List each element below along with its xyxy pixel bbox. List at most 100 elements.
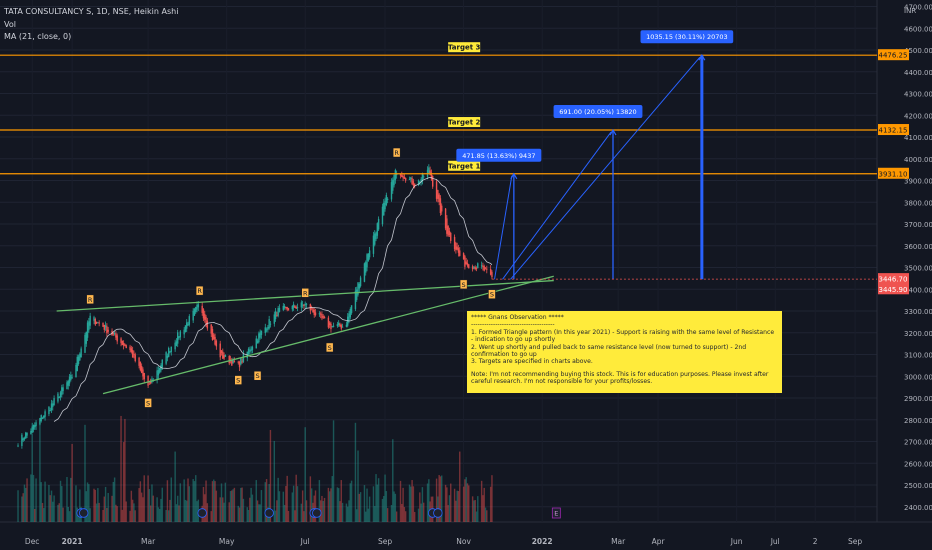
candle-body — [274, 311, 277, 320]
candle-body — [437, 190, 439, 199]
candle-body — [224, 355, 227, 357]
volume-bar — [133, 503, 135, 522]
earnings-badge-label: E — [554, 510, 558, 518]
volume-bar — [368, 496, 371, 522]
candle-body — [58, 397, 60, 399]
y-tick-label: 2900.00 — [904, 395, 932, 403]
target-label-box — [448, 160, 481, 171]
candle-body — [116, 335, 118, 342]
volume-bar — [98, 502, 100, 522]
volume-bar — [111, 495, 113, 522]
volume-bar — [57, 504, 59, 522]
note-line: -------------------------------------- — [471, 321, 555, 329]
volume-bar — [68, 511, 71, 522]
volume-bar — [113, 477, 116, 522]
price-axis-label-box — [878, 167, 909, 179]
y-tick-label: 3600.00 — [904, 243, 932, 251]
volume-bar — [301, 490, 304, 522]
volume-bar — [251, 494, 254, 522]
volume-bar — [237, 505, 239, 522]
y-tick-label: 3800.00 — [904, 199, 932, 207]
volume-bar — [411, 480, 413, 522]
volume-bar — [183, 479, 185, 522]
candle-body — [383, 202, 385, 216]
volume-bar — [401, 503, 403, 522]
target-label-box — [448, 117, 481, 128]
volume-bar — [345, 503, 348, 522]
pivot-marker — [301, 288, 309, 298]
candle-body — [420, 179, 422, 183]
volume-bar — [210, 511, 212, 522]
candle-body — [491, 271, 493, 278]
candle-body — [202, 309, 205, 319]
candle-body — [482, 265, 484, 267]
price-axis-label: 4476.25 — [879, 52, 908, 60]
note-line: 3. Targets are specified in charts above… — [471, 358, 593, 366]
candle-body — [413, 183, 416, 187]
volume-bar — [456, 490, 458, 522]
volume-bar — [61, 486, 63, 522]
candle-body — [421, 173, 424, 181]
candle-body — [120, 338, 122, 343]
candle-body — [310, 307, 313, 309]
projection-arrowhead — [510, 172, 518, 180]
candle-body — [321, 313, 323, 319]
candle-body — [301, 304, 304, 306]
candle-body — [255, 338, 257, 349]
volume-bar — [195, 475, 197, 522]
volume-bar — [340, 480, 342, 522]
volume-bar — [385, 491, 388, 522]
pivot-marker — [459, 279, 468, 290]
candle-body — [43, 415, 45, 419]
volume-bar — [410, 486, 412, 522]
volume-bar — [112, 481, 115, 522]
candle-body — [431, 176, 434, 187]
volume-bar — [75, 485, 77, 522]
y-tick-label: 3100.00 — [904, 352, 932, 360]
volume-bar — [365, 511, 367, 522]
volume-bar — [104, 486, 107, 522]
pivot-marker-label: R — [88, 296, 93, 304]
projection-label-box — [640, 30, 734, 44]
candle-body — [336, 324, 339, 327]
volume-bar — [41, 502, 44, 522]
candle-body — [318, 313, 321, 315]
pivot-marker — [488, 289, 496, 299]
volume-bar — [464, 479, 466, 522]
candle-body — [337, 322, 340, 326]
volume-bar — [386, 508, 389, 522]
volume-bar — [202, 486, 205, 522]
volume-bar — [491, 475, 493, 522]
volume-bar — [50, 490, 53, 522]
volume-bar — [88, 484, 90, 522]
observation-note: ***** Gnans Observation ***** ----------… — [467, 311, 782, 393]
candle-body — [193, 308, 196, 316]
candle-body — [359, 277, 362, 287]
candle-body — [408, 178, 411, 180]
candle-body — [89, 315, 91, 326]
volume-bar — [220, 483, 223, 522]
candle-body — [86, 322, 89, 338]
candle-body — [21, 434, 23, 446]
volume-bar — [348, 500, 350, 522]
candle-body — [35, 422, 37, 427]
volume-bar — [31, 433, 33, 522]
projection-label: 471.85 (13.63%) 9437 — [462, 152, 535, 160]
candle-body — [30, 430, 32, 435]
volume-bar — [435, 478, 438, 522]
candle-body — [441, 205, 443, 212]
candle-body — [115, 333, 117, 338]
candle-body — [232, 359, 234, 364]
target-label: Target 2 — [448, 119, 481, 127]
y-tick-label: 4000.00 — [904, 156, 932, 164]
candle-body — [345, 324, 348, 327]
candle-body — [484, 268, 487, 270]
volume-bar — [143, 475, 145, 522]
candle-body — [277, 308, 279, 316]
support-trendline — [102, 275, 554, 395]
volume-bar — [103, 496, 106, 522]
price-axis-label: 4132.15 — [879, 127, 908, 135]
volume-bar — [408, 484, 411, 522]
